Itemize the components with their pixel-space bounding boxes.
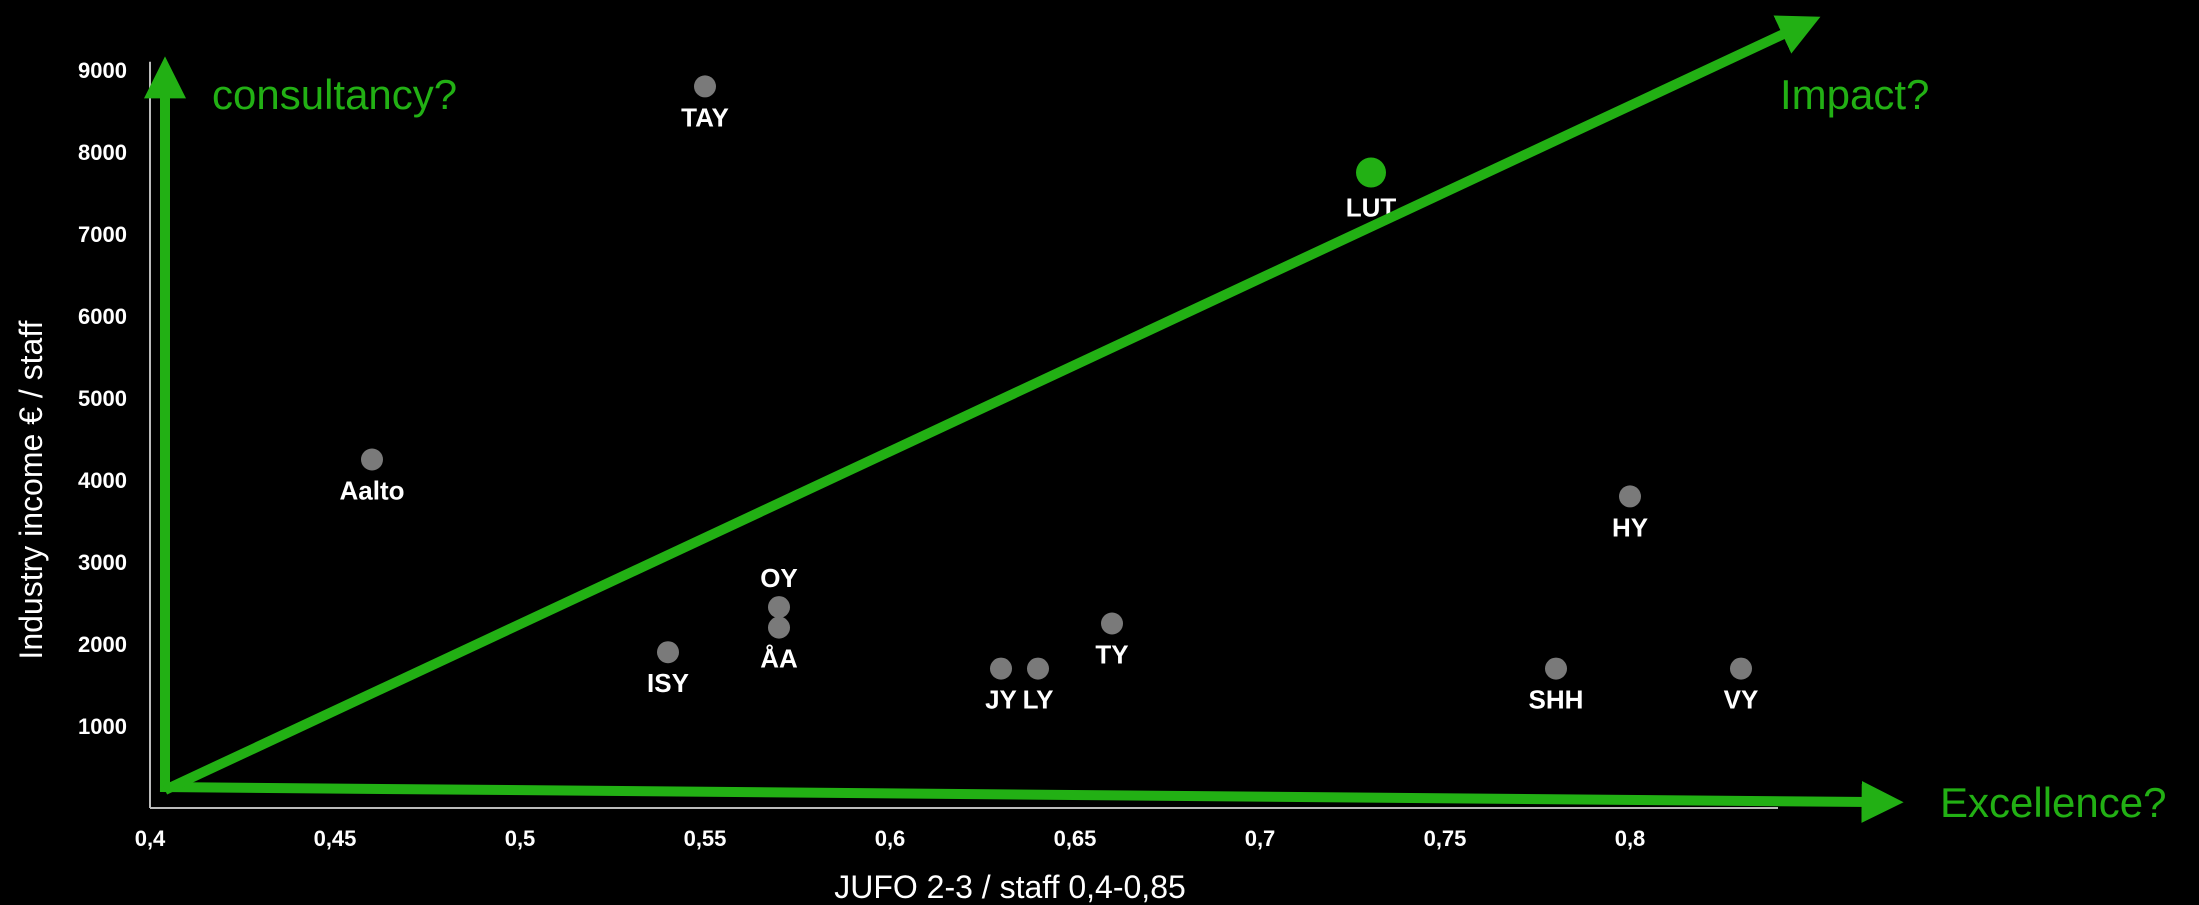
- data-point: [768, 596, 790, 619]
- x-tick-labels: 0,4 0,45 0,5 0,55 0,6 0,65 0,7 0,75 0,8: [135, 826, 1646, 851]
- x-tick-label: 0,5: [505, 826, 536, 851]
- x-tick-label: 0,4: [135, 826, 166, 851]
- data-point-label: JY: [985, 685, 1017, 715]
- y-tick-label: 2000: [78, 632, 127, 657]
- x-tick-label: 0,55: [684, 826, 727, 851]
- data-point-label: TAY: [681, 102, 729, 132]
- diagonal-arrow: [162, 15, 1821, 795]
- data-point: [1545, 657, 1567, 680]
- data-point-label: HY: [1612, 512, 1648, 542]
- y-tick-label: 8000: [78, 140, 127, 165]
- y-tick-label: 1000: [78, 714, 127, 739]
- data-point: [694, 75, 716, 98]
- annotation-arrows: [144, 15, 1904, 823]
- data-point: [768, 616, 790, 639]
- y-tick-label: 9000: [78, 58, 127, 83]
- x-tick-label: 0,6: [875, 826, 906, 851]
- data-point-label: SHH: [1529, 685, 1584, 715]
- y-tick-label: 3000: [78, 550, 127, 575]
- data-point: [1730, 657, 1752, 680]
- x-tick-label: 0,65: [1054, 826, 1097, 851]
- x-tick-label: 0,45: [314, 826, 357, 851]
- y-tick-label: 4000: [78, 468, 127, 493]
- x-tick-label: 0,8: [1615, 826, 1646, 851]
- excellence-annotation: Excellence?: [1940, 779, 2166, 826]
- data-point: [1619, 485, 1641, 508]
- data-point: [1101, 612, 1123, 635]
- data-point-label: LY: [1023, 685, 1054, 715]
- x-tick-label: 0,75: [1424, 826, 1467, 851]
- data-point-label: Aalto: [340, 476, 405, 506]
- data-point: [1027, 657, 1049, 680]
- data-point: [361, 448, 383, 471]
- y-tick-label: 7000: [78, 222, 127, 247]
- y-tick-label: 6000: [78, 304, 127, 329]
- data-point: [990, 657, 1012, 680]
- y-axis-label: Industry income € / staff: [13, 320, 49, 659]
- data-point-label: VY: [1724, 685, 1759, 715]
- data-point: [657, 641, 679, 664]
- y-tick-label: 5000: [78, 386, 127, 411]
- consultancy-annotation: consultancy?: [212, 71, 457, 118]
- x-tick-label: 0,7: [1245, 826, 1276, 851]
- y-tick-labels: 1000 2000 3000 4000 5000 6000 7000 8000 9000: [78, 58, 127, 739]
- axes: [149, 61, 1778, 809]
- data-point-highlight: [1356, 157, 1386, 188]
- horizontal-arrow: [159, 780, 1904, 823]
- data-point-label: TY: [1095, 640, 1128, 670]
- data-point-label: OY: [760, 563, 798, 593]
- x-axis-label: JUFO 2-3 / staff 0,4-0,85: [834, 869, 1186, 905]
- impact-annotation: Impact?: [1780, 71, 1929, 118]
- data-point-label: ISY: [647, 668, 689, 698]
- data-point-label: ÅA: [760, 644, 798, 674]
